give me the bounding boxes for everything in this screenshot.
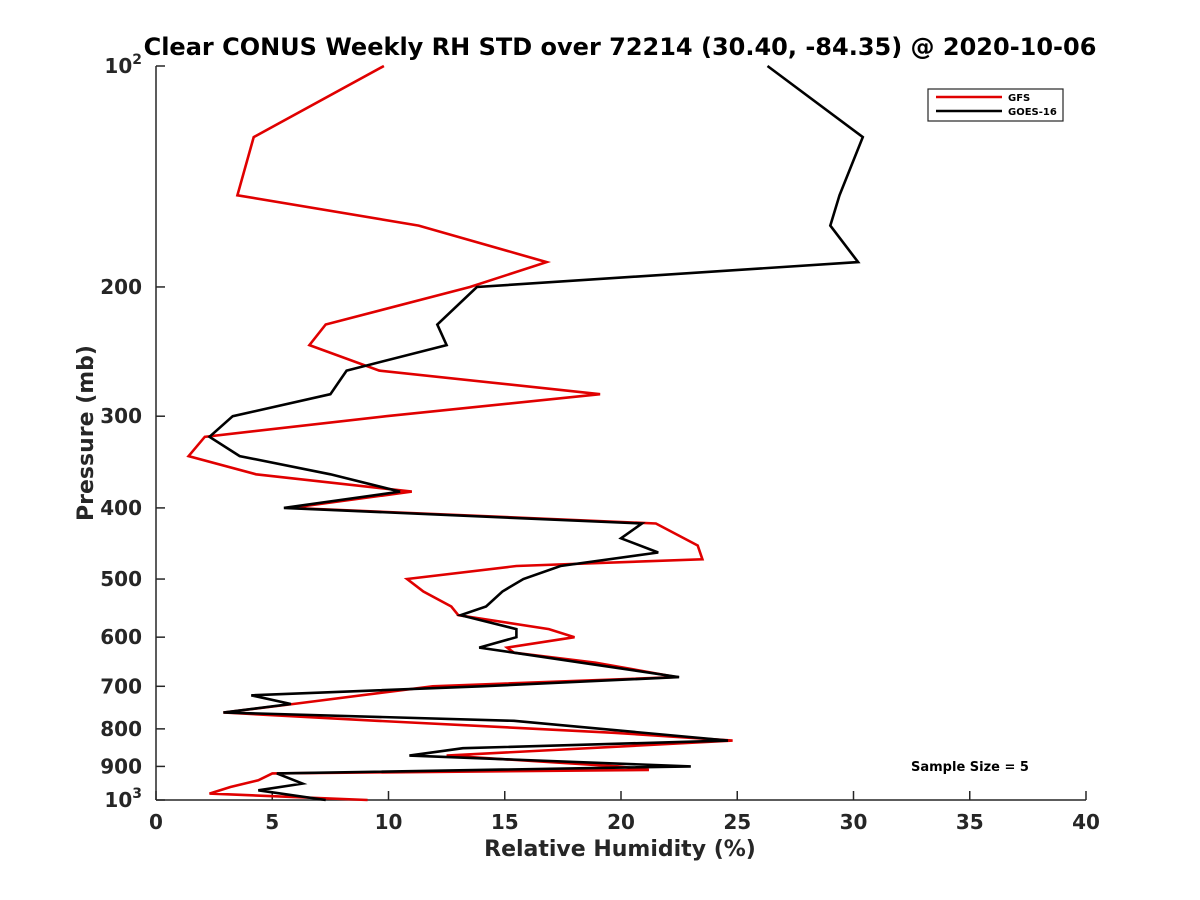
y-tick-label: 600 bbox=[100, 625, 142, 649]
x-tick-label: 30 bbox=[840, 810, 868, 834]
y-tick-label: 103 bbox=[104, 786, 142, 812]
y-tick-label: 400 bbox=[100, 496, 142, 520]
series-line-gfs bbox=[186, 64, 733, 802]
x-tick-label: 15 bbox=[491, 810, 519, 834]
y-axis-label: Pressure (mb) bbox=[74, 345, 99, 521]
legend-box bbox=[927, 88, 1064, 122]
y-tick-label: 900 bbox=[100, 754, 142, 778]
legend: GFS GOES-16 bbox=[927, 88, 1064, 122]
x-tick-label: 20 bbox=[607, 810, 635, 834]
y-axis-ticks: 102 200 300 400 500 600 700 800 900 103 bbox=[100, 52, 165, 812]
x-tick-label: 0 bbox=[149, 810, 163, 834]
y-tick-label: 700 bbox=[100, 674, 142, 698]
y-tick-label: 800 bbox=[100, 717, 142, 741]
x-tick-label: 10 bbox=[375, 810, 403, 834]
plot-axes bbox=[155, 66, 1086, 801]
y-tick-label: 200 bbox=[100, 275, 142, 299]
x-tick-label: 40 bbox=[1072, 810, 1100, 834]
x-tick-label: 35 bbox=[956, 810, 984, 834]
data-series bbox=[186, 64, 865, 802]
y-tick-label: 102 bbox=[104, 52, 142, 78]
y-tick-label: 500 bbox=[100, 567, 142, 591]
chart-title: Clear CONUS Weekly RH STD over 72214 (30… bbox=[144, 33, 1097, 61]
sample-size-annotation: Sample Size = 5 bbox=[911, 760, 1029, 775]
x-axis-label: Relative Humidity (%) bbox=[484, 837, 756, 862]
x-axis-ticks: 0 5 10 15 20 25 30 35 40 bbox=[149, 791, 1100, 834]
series-line-goes16 bbox=[207, 64, 865, 802]
x-tick-label: 25 bbox=[723, 810, 751, 834]
legend-label-goes16: GOES-16 bbox=[1008, 107, 1057, 118]
y-tick-label: 300 bbox=[100, 404, 142, 428]
legend-label-gfs: GFS bbox=[1008, 93, 1030, 104]
x-tick-label: 5 bbox=[265, 810, 279, 834]
